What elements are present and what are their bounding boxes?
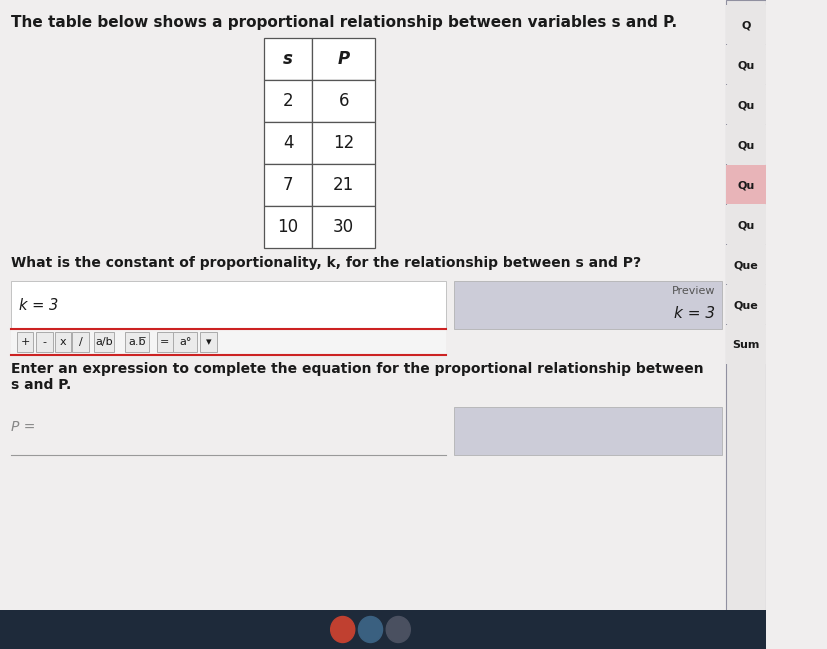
Text: 4: 4 bbox=[283, 134, 294, 152]
Text: The table below shows a proportional relationship between variables s and P.: The table below shows a proportional rel… bbox=[11, 14, 677, 29]
Text: a.b̅: a.b̅ bbox=[128, 337, 146, 347]
Circle shape bbox=[358, 617, 383, 643]
Bar bbox=[454, 281, 723, 329]
Text: Que: Que bbox=[734, 300, 758, 310]
Text: 12: 12 bbox=[333, 134, 354, 152]
Bar bbox=[726, 5, 766, 44]
Text: a/b: a/b bbox=[95, 337, 112, 347]
Text: What is the constant of proportionality, k, for the relationship between s and P: What is the constant of proportionality,… bbox=[11, 256, 641, 270]
Text: Enter an expression to complete the equation for the proportional relationship b: Enter an expression to complete the equa… bbox=[11, 362, 704, 376]
Bar bbox=[17, 332, 33, 352]
Bar bbox=[312, 38, 375, 80]
Text: Q: Q bbox=[741, 20, 751, 30]
Bar bbox=[264, 122, 312, 164]
Text: k = 3: k = 3 bbox=[674, 306, 715, 321]
Bar bbox=[264, 80, 312, 122]
Bar bbox=[11, 329, 447, 355]
Bar bbox=[264, 164, 312, 206]
Text: P =: P = bbox=[11, 420, 36, 434]
Bar bbox=[93, 332, 114, 352]
Bar bbox=[312, 164, 375, 206]
Bar bbox=[726, 245, 766, 284]
Bar bbox=[264, 206, 312, 248]
Bar bbox=[0, 610, 766, 649]
Text: ▾: ▾ bbox=[206, 337, 211, 347]
Text: Qu: Qu bbox=[738, 100, 755, 110]
Text: Qu: Qu bbox=[738, 140, 755, 150]
Circle shape bbox=[386, 617, 410, 643]
Bar bbox=[726, 125, 766, 164]
Bar bbox=[72, 332, 89, 352]
Bar bbox=[11, 281, 447, 329]
Text: Preview: Preview bbox=[672, 286, 715, 296]
Text: 7: 7 bbox=[283, 176, 294, 194]
Bar bbox=[726, 325, 766, 364]
Text: s: s bbox=[283, 50, 293, 68]
Text: Que: Que bbox=[734, 260, 758, 270]
Text: /: / bbox=[79, 337, 83, 347]
Text: x: x bbox=[60, 337, 66, 347]
Text: =: = bbox=[160, 337, 170, 347]
Bar bbox=[726, 165, 766, 204]
Bar bbox=[312, 122, 375, 164]
Text: k = 3: k = 3 bbox=[18, 297, 58, 313]
Text: +: + bbox=[21, 337, 30, 347]
Bar bbox=[726, 205, 766, 244]
Text: 30: 30 bbox=[333, 218, 354, 236]
Bar bbox=[726, 45, 766, 84]
Bar bbox=[36, 332, 53, 352]
Text: 10: 10 bbox=[278, 218, 299, 236]
Bar bbox=[156, 332, 173, 352]
Bar bbox=[726, 285, 766, 324]
Circle shape bbox=[331, 617, 355, 643]
Text: -: - bbox=[42, 337, 46, 347]
Text: 2: 2 bbox=[283, 92, 294, 110]
Bar bbox=[454, 407, 723, 455]
Text: 21: 21 bbox=[333, 176, 354, 194]
Bar bbox=[264, 38, 312, 80]
Bar bbox=[200, 332, 217, 352]
Bar bbox=[726, 85, 766, 124]
Text: 6: 6 bbox=[338, 92, 349, 110]
Text: s and P.: s and P. bbox=[11, 378, 71, 392]
Text: Sum: Sum bbox=[733, 340, 760, 350]
Bar bbox=[173, 332, 198, 352]
Bar bbox=[55, 332, 71, 352]
Text: a°: a° bbox=[179, 337, 191, 347]
Text: P: P bbox=[337, 50, 350, 68]
Bar bbox=[125, 332, 149, 352]
Bar bbox=[312, 206, 375, 248]
Text: Qu: Qu bbox=[738, 220, 755, 230]
Text: Qu: Qu bbox=[738, 60, 755, 70]
Text: Qu: Qu bbox=[738, 180, 755, 190]
Bar bbox=[726, 0, 766, 615]
Bar bbox=[312, 80, 375, 122]
